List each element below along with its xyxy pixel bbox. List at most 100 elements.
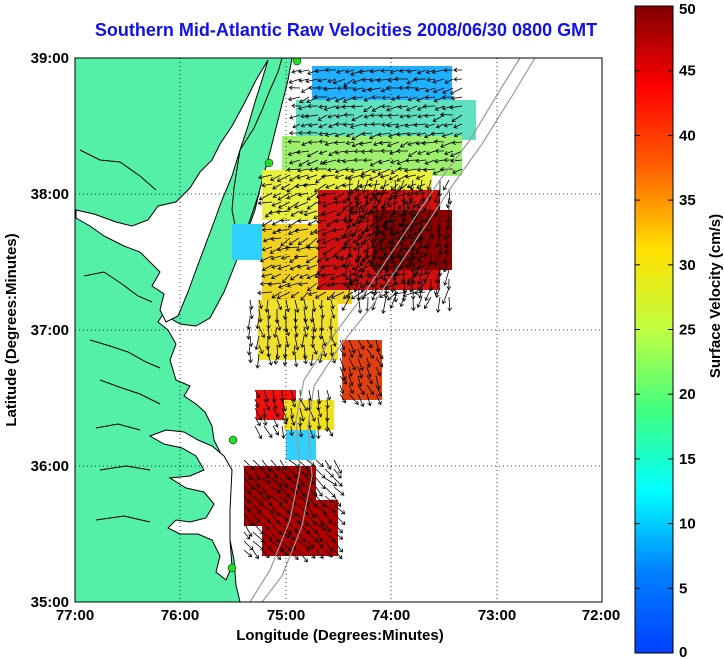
velocity-vector	[315, 540, 324, 549]
velocity-vector	[318, 353, 323, 364]
velocity-vector	[432, 78, 445, 84]
velocity-vector	[316, 237, 327, 244]
velocity-vector	[333, 200, 345, 205]
velocity-vector	[277, 264, 291, 271]
velocity-vector	[290, 210, 300, 217]
velocity-vector	[444, 242, 450, 255]
velocity-vector	[274, 309, 280, 324]
velocity-vector	[305, 78, 319, 84]
velocity-vector	[344, 174, 354, 180]
velocity-vector	[323, 86, 337, 92]
lon-tick: 77:00	[56, 607, 94, 624]
velocity-vector	[279, 218, 291, 223]
velocity-vector	[324, 477, 338, 486]
velocity-vector	[405, 263, 417, 269]
velocity-vector	[361, 77, 373, 83]
velocity-vector	[295, 246, 309, 252]
velocity-vector	[434, 269, 441, 284]
velocity-vector	[318, 139, 328, 145]
velocity-vector	[315, 522, 326, 531]
velocity-vector	[369, 219, 381, 228]
velocity-vector	[297, 237, 309, 246]
velocity-vector	[360, 173, 372, 179]
velocity-vector	[361, 168, 373, 175]
velocity-vector	[313, 210, 327, 219]
velocity-vector	[376, 77, 391, 83]
velocity-vector	[369, 197, 378, 214]
velocity-vector	[300, 87, 310, 93]
velocity-vector	[315, 495, 326, 507]
velocity-vector	[314, 183, 327, 193]
velocity-vector	[324, 540, 334, 552]
velocity-vector	[328, 150, 337, 156]
velocity-vector	[270, 174, 282, 182]
velocity-vector	[344, 149, 355, 155]
colorbar-tick-label: 30	[679, 257, 696, 274]
station-marker	[228, 435, 238, 445]
velocity-vector	[404, 174, 417, 179]
velocity-vector	[355, 251, 361, 263]
velocity-vector	[252, 522, 264, 535]
velocity-vector	[352, 78, 364, 85]
velocity-vector	[402, 291, 417, 298]
velocity-vector	[334, 174, 345, 180]
velocity-vector	[313, 94, 328, 100]
velocity-vector	[306, 486, 318, 497]
velocity-vector	[335, 114, 346, 119]
velocity-vector	[303, 326, 308, 338]
velocity-vector	[357, 357, 364, 371]
velocity-vector	[443, 251, 450, 265]
velocity-vector	[424, 287, 432, 302]
velocity-vector	[270, 236, 282, 242]
velocity-vector	[409, 206, 415, 219]
velocity-vector	[398, 68, 409, 74]
velocity-vector	[388, 132, 400, 138]
x-axis-label: Longitude (Degrees:Minutes)	[236, 627, 444, 644]
velocity-vector	[381, 95, 391, 101]
velocity-vector	[411, 201, 426, 208]
velocity-vector	[289, 114, 301, 120]
velocity-vector	[406, 197, 414, 211]
velocity-vector	[441, 132, 454, 138]
velocity-vector	[396, 183, 408, 192]
velocity-vector	[276, 174, 291, 183]
velocity-vector	[288, 504, 298, 517]
velocity-vector	[333, 522, 343, 534]
colorbar-tick-label: 20	[679, 386, 696, 403]
velocity-vector	[342, 158, 355, 164]
velocity-vector	[276, 335, 282, 349]
velocity-vector	[336, 69, 346, 74]
velocity-vector	[258, 344, 264, 355]
lat-tick: 37:00	[31, 322, 69, 339]
velocity-vector	[443, 269, 450, 286]
velocity-vector	[323, 105, 337, 112]
velocity-vector	[322, 246, 336, 256]
velocity-vector	[424, 87, 436, 93]
velocity-vector	[342, 96, 355, 103]
velocity-vector	[351, 104, 364, 110]
velocity-vector	[315, 245, 327, 251]
velocity-vector	[386, 291, 399, 301]
velocity-vector	[442, 87, 454, 94]
velocity-vector	[261, 264, 273, 271]
velocity-vector	[356, 287, 361, 302]
velocity-vector	[339, 384, 345, 395]
velocity-vector	[289, 130, 301, 136]
velocity-vector	[407, 96, 418, 102]
velocity-vector	[396, 132, 409, 137]
velocity-vector	[424, 95, 436, 100]
velocity-vector	[344, 167, 355, 172]
velocity-vector	[348, 348, 354, 359]
velocity-vector	[336, 210, 345, 217]
velocity-vector	[366, 210, 381, 216]
velocity-vector	[300, 291, 309, 301]
velocity-vector	[270, 468, 278, 479]
velocity-vector	[288, 228, 300, 235]
velocity-vector	[306, 513, 317, 526]
velocity-vector	[316, 282, 327, 290]
velocity-vector	[270, 531, 280, 543]
velocity-vector	[356, 219, 372, 225]
velocity-vector	[415, 158, 427, 164]
velocity-vector	[425, 69, 436, 74]
velocity-vector	[262, 407, 267, 419]
